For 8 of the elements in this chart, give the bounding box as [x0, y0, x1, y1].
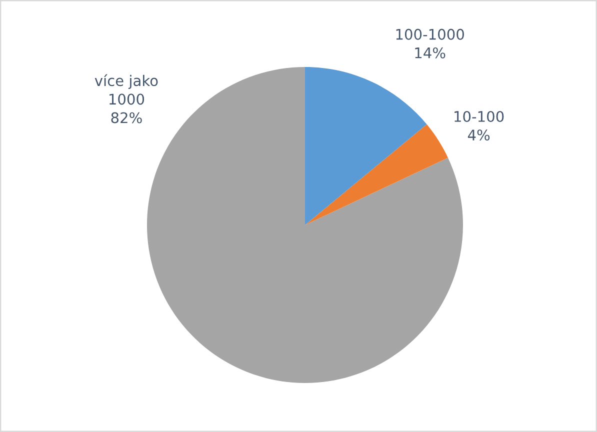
slice-label: více jako 1000	[94, 74, 158, 105]
data-label: 4%	[468, 130, 490, 141]
slice-label: 100-1000	[396, 28, 464, 40]
data-label: 14%	[415, 47, 446, 58]
pie-slice	[305, 124, 448, 225]
slice-label: 10-100	[454, 110, 504, 122]
pie-slice	[305, 67, 427, 225]
data-label: 82%	[111, 112, 142, 124]
